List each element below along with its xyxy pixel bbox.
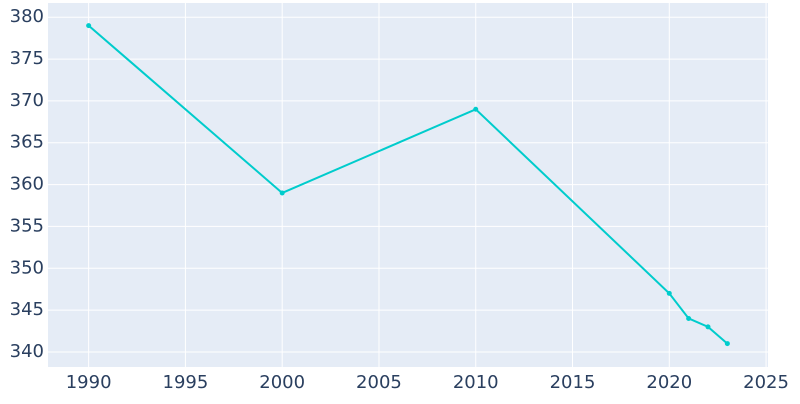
y-tick-label: 375 (10, 48, 44, 69)
x-tick-label: 2010 (453, 372, 499, 393)
x-tick-label: 2020 (646, 372, 692, 393)
data-point (666, 290, 672, 296)
y-tick-label: 345 (10, 299, 44, 320)
data-point (724, 341, 730, 347)
x-tick-label: 1995 (163, 372, 209, 393)
y-tick-label: 360 (10, 174, 44, 195)
y-tick-label: 350 (10, 257, 44, 278)
data-point (705, 324, 711, 330)
x-tick-label: 2025 (743, 372, 789, 393)
y-tick-label: 365 (10, 132, 44, 153)
x-tick-label: 2005 (356, 372, 402, 393)
y-tick-label: 340 (10, 341, 44, 362)
x-tick-label: 1990 (66, 372, 112, 393)
x-tick-label: 2015 (550, 372, 596, 393)
data-point (86, 23, 92, 29)
data-point (473, 106, 479, 112)
y-tick-label: 355 (10, 215, 44, 236)
y-tick-label: 380 (10, 6, 44, 27)
y-tick-label: 370 (10, 90, 44, 111)
x-tick-label: 2000 (259, 372, 305, 393)
data-point (279, 190, 285, 196)
data-point (686, 315, 692, 321)
